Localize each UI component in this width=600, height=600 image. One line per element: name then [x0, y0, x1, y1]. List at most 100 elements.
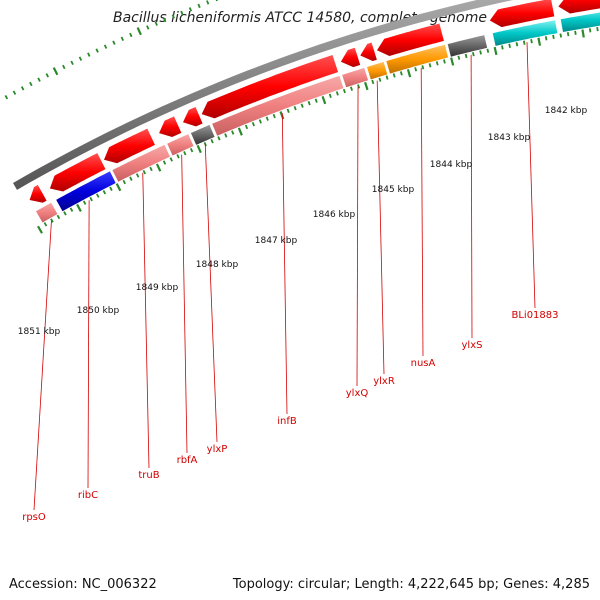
inner-tick — [149, 166, 153, 172]
kbp-label: 1847 kbp — [255, 236, 298, 246]
kbp-label: 1842 kbp — [545, 106, 588, 116]
inner-tick — [237, 127, 243, 136]
topology-text: Topology: circular; Length: 4,222,645 bp… — [232, 577, 590, 592]
inner-tick-ring — [37, 27, 599, 234]
inner-tick — [443, 59, 446, 64]
inner-tick — [559, 33, 563, 38]
inner-tick — [314, 98, 318, 103]
kbp-label: 1848 kbp — [196, 260, 239, 270]
inner-tick — [435, 61, 439, 66]
inner-tick — [115, 183, 122, 192]
kbp-tick — [95, 48, 99, 53]
reverse-strand-genes — [36, 12, 600, 223]
inner-tick — [169, 157, 173, 162]
inner-tick — [321, 95, 327, 105]
gene-label: BLi01883 — [511, 310, 558, 321]
inner-tick — [399, 71, 403, 76]
kbp-tick — [171, 14, 175, 19]
kbp-tick — [206, 0, 210, 5]
kbp-tick — [120, 36, 125, 42]
kbp-tick — [37, 77, 41, 82]
inner-tick — [96, 193, 100, 198]
inner-tick — [142, 169, 147, 175]
gene-label: ribC — [78, 490, 98, 501]
inner-tick — [50, 218, 54, 223]
forward-gene-arrow — [489, 0, 555, 28]
kbp-label: 1851 kbp — [18, 327, 61, 337]
gene-leader-line — [356, 86, 359, 387]
inner-tick — [530, 39, 533, 44]
reverse-gene-block — [190, 124, 215, 145]
inner-tick — [155, 163, 162, 172]
inner-tick — [378, 77, 382, 82]
inner-tick — [508, 43, 511, 48]
inner-tick — [176, 154, 180, 159]
inner-tick — [522, 40, 526, 45]
kbp-tick — [29, 81, 33, 87]
inner-tick — [342, 88, 346, 94]
inner-tick — [293, 106, 297, 111]
gene-leader-line — [470, 54, 473, 339]
inner-tick — [385, 75, 389, 80]
inner-tick — [224, 133, 228, 138]
gene-leader-line — [526, 42, 536, 309]
inner-tick — [486, 48, 490, 53]
forward-gene-arrow — [360, 42, 377, 61]
inner-tick — [135, 173, 140, 178]
inner-tick — [392, 73, 396, 78]
kbp-tick — [62, 64, 66, 70]
reverse-gene-block — [386, 44, 449, 74]
inner-tick — [129, 176, 133, 181]
kbp-label: 1850 kbp — [77, 306, 120, 316]
inner-tick — [364, 81, 369, 91]
accession-text: Accession: NC_006322 — [9, 577, 157, 592]
reverse-gene-block — [212, 75, 344, 136]
inner-tick — [350, 86, 353, 91]
inner-tick — [515, 42, 519, 47]
forward-strand-genes — [29, 0, 600, 203]
inner-tick — [335, 91, 339, 96]
gene-label: ylxR — [373, 376, 395, 387]
kbp-label-layer: 1842 kbp 1843 kbp 1844 kbp 1845 kbp 1846 kbp… — [18, 106, 588, 337]
inner-tick — [89, 196, 93, 202]
inner-tick — [56, 214, 61, 220]
inner-tick — [265, 116, 269, 121]
reverse-gene-block — [447, 35, 488, 57]
kbp-tick — [103, 44, 108, 49]
forward-gene-arrow — [159, 116, 182, 137]
gene-leader-line — [87, 200, 90, 489]
gene-label: ylxP — [207, 444, 228, 455]
inner-tick — [102, 190, 107, 195]
kbp-tick — [78, 56, 83, 61]
inner-tick — [196, 144, 202, 154]
gene-label: infB — [277, 416, 297, 427]
inner-tick — [328, 93, 332, 98]
kbp-tick-ring — [4, 0, 218, 100]
gene-leader-line — [281, 112, 288, 415]
inner-tick — [544, 36, 548, 41]
kbp-tick — [87, 52, 91, 57]
inner-tick — [493, 46, 498, 56]
kbp-tick — [70, 60, 74, 65]
gene-label: ylxQ — [346, 388, 369, 399]
inner-tick — [43, 222, 48, 227]
kbp-tick — [129, 32, 133, 38]
kbp-tick — [180, 10, 184, 16]
inner-tick — [76, 203, 82, 212]
gene-leader-line — [142, 172, 150, 469]
kbp-tick — [112, 40, 116, 45]
gene-leader-line — [376, 80, 385, 375]
reverse-gene-block — [167, 134, 194, 156]
inner-tick — [537, 37, 542, 46]
inner-tick — [109, 186, 113, 191]
kbp-tick — [4, 94, 9, 100]
forward-gene-arrow — [183, 107, 203, 127]
inner-tick — [471, 52, 475, 57]
inner-tick — [357, 84, 361, 89]
kbp-tick — [12, 90, 17, 95]
kbp-label: 1843 kbp — [488, 133, 531, 143]
forward-gene-arrow — [558, 0, 600, 14]
inner-tick — [574, 30, 577, 35]
gene-label: truB — [138, 470, 159, 481]
